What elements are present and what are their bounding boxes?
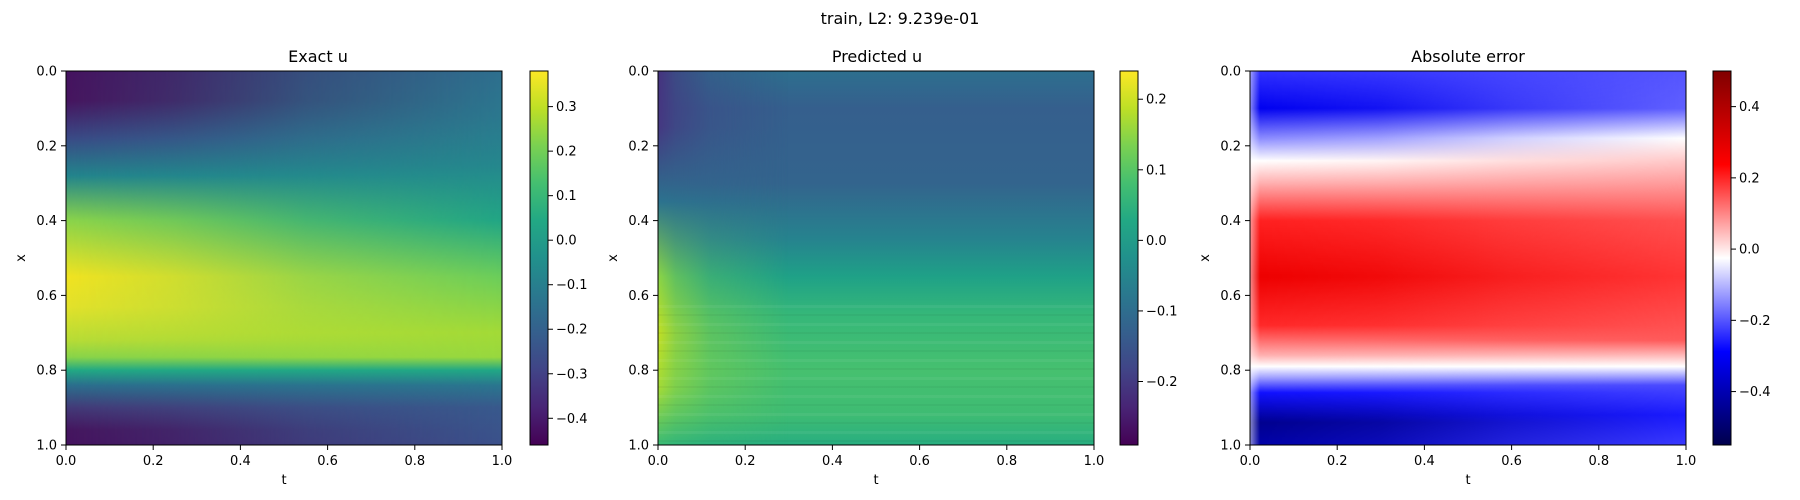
panel-predicted-u: Predicted u: [606, 47, 1178, 488]
y-tick-label: 0.2: [628, 139, 649, 154]
panel-absolute-error: Absolute error: [1198, 47, 1771, 488]
y-tick-label: 0.0: [1220, 65, 1241, 80]
colorbar-absolute-error: 0.4 0.2 0.0 −0.2 −0.4: [1712, 70, 1771, 446]
x-tick-label: 0.0: [1240, 454, 1261, 469]
panel-exact-u: Exact u: [14, 47, 588, 488]
y-tick-label: 1.0: [36, 439, 57, 454]
y-axis-predicted-u: 0.0 0.2 0.4 0.6 0.8 1.0 x: [606, 65, 658, 454]
colorbar-tick-label: 0.1: [1146, 163, 1167, 178]
colorbar-gradient: [1712, 70, 1732, 446]
colorbar-tick-label: −0.4: [1739, 385, 1771, 400]
x-tick-label: 0.4: [230, 454, 251, 469]
x-tick-label: 0.2: [1327, 454, 1348, 469]
colorbar-tick-label: 0.1: [556, 189, 577, 204]
x-tick-label: 0.6: [909, 454, 930, 469]
colorbar-tick-label: −0.1: [1146, 304, 1178, 319]
colorbar-tick-label: −0.3: [556, 367, 588, 382]
colorbar-tick-label: 0.0: [1739, 243, 1760, 258]
x-axis-predicted-u: 0.0 0.2 0.4 0.6 0.8 1.0 t: [648, 445, 1105, 488]
y-axis-label: x: [1198, 254, 1213, 262]
y-tick-label: 0.6: [36, 289, 57, 304]
x-tick-label: 0.8: [996, 454, 1017, 469]
y-tick-label: 0.4: [628, 214, 649, 229]
colorbar-ticks: 0.3 0.2 0.1 0.0 −0.1 −0.2 −0.3 −0.4: [548, 100, 588, 427]
colorbar-tick-label: 0.3: [556, 100, 577, 115]
colorbar-exact-u: 0.3 0.2 0.1 0.0 −0.1 −0.2 −0.3 −0.4: [529, 70, 588, 446]
heatmap-absolute-error: [1250, 71, 1686, 445]
colorbar-tick-label: 0.0: [1146, 234, 1167, 249]
colorbar-ticks: 0.4 0.2 0.0 −0.2 −0.4: [1731, 100, 1771, 400]
colorbar-tick-label: −0.4: [556, 412, 588, 427]
y-tick-label: 0.8: [36, 364, 57, 379]
colorbar-tick-label: 0.4: [1739, 100, 1760, 115]
colorbar-ticks: 0.2 0.1 0.0 −0.1 −0.2: [1138, 93, 1178, 390]
colorbar-tick-label: 0.2: [1146, 93, 1167, 108]
y-tick-label: 1.0: [628, 439, 649, 454]
x-axis-label: t: [873, 473, 878, 488]
heatmap-predicted-u: [658, 71, 1094, 445]
y-axis-label: x: [606, 254, 621, 262]
y-tick-label: 0.2: [36, 139, 57, 154]
x-tick-label: 0.4: [1414, 454, 1435, 469]
colorbar-tick-label: −0.2: [1739, 314, 1771, 329]
colorbar-gradient: [1119, 70, 1139, 446]
colorbar-tick-label: 0.2: [556, 145, 577, 160]
x-axis-absolute-error: 0.0 0.2 0.4 0.6 0.8 1.0 t: [1240, 445, 1697, 488]
colorbar-tick-label: 0.2: [1739, 171, 1760, 186]
colorbar-tick-label: −0.1: [556, 278, 588, 293]
x-tick-label: 1.0: [1676, 454, 1697, 469]
x-tick-label: 0.0: [56, 454, 77, 469]
x-tick-label: 0.0: [648, 454, 669, 469]
colorbar-predicted-u: 0.2 0.1 0.0 −0.1 −0.2: [1119, 70, 1178, 446]
panel-title: Predicted u: [832, 47, 922, 66]
y-tick-label: 0.6: [628, 289, 649, 304]
x-tick-label: 0.2: [735, 454, 756, 469]
x-tick-label: 1.0: [492, 454, 513, 469]
x-tick-label: 0.6: [1501, 454, 1522, 469]
y-axis-exact-u: 0.0 0.2 0.4 0.6 0.8 1.0 x: [14, 65, 66, 454]
y-tick-label: 0.4: [1220, 214, 1241, 229]
y-tick-label: 0.2: [1220, 139, 1241, 154]
colorbar-tick-label: 0.0: [556, 234, 577, 249]
x-axis-exact-u: 0.0 0.2 0.4 0.6 0.8 1.0 t: [56, 445, 513, 488]
x-axis-label: t: [1465, 473, 1470, 488]
x-tick-label: 1.0: [1084, 454, 1105, 469]
y-axis-absolute-error: 0.0 0.2 0.4 0.6 0.8 1.0 x: [1198, 65, 1250, 454]
y-tick-label: 0.0: [628, 65, 649, 80]
colorbar-gradient: [529, 70, 549, 446]
y-tick-label: 0.8: [628, 364, 649, 379]
x-tick-label: 0.2: [143, 454, 164, 469]
x-tick-label: 0.6: [317, 454, 338, 469]
axes-frame: [657, 70, 1095, 446]
figure-suptitle: train, L2: 9.239e-01: [821, 9, 980, 28]
y-tick-label: 0.4: [36, 214, 57, 229]
x-tick-label: 0.8: [404, 454, 425, 469]
x-tick-label: 0.8: [1588, 454, 1609, 469]
axes-frame: [1249, 70, 1687, 446]
axes-frame: [65, 70, 503, 446]
colorbar-tick-label: −0.2: [1146, 375, 1178, 390]
panel-title: Exact u: [288, 47, 348, 66]
y-tick-label: 0.6: [1220, 289, 1241, 304]
x-tick-label: 0.4: [822, 454, 843, 469]
panel-title: Absolute error: [1411, 47, 1525, 66]
y-tick-label: 0.8: [1220, 364, 1241, 379]
x-axis-label: t: [281, 473, 286, 488]
heatmap-exact-u: [66, 71, 502, 445]
y-tick-label: 0.0: [36, 65, 57, 80]
y-axis-label: x: [14, 254, 29, 262]
colorbar-tick-label: −0.2: [556, 323, 588, 338]
y-tick-label: 1.0: [1220, 439, 1241, 454]
